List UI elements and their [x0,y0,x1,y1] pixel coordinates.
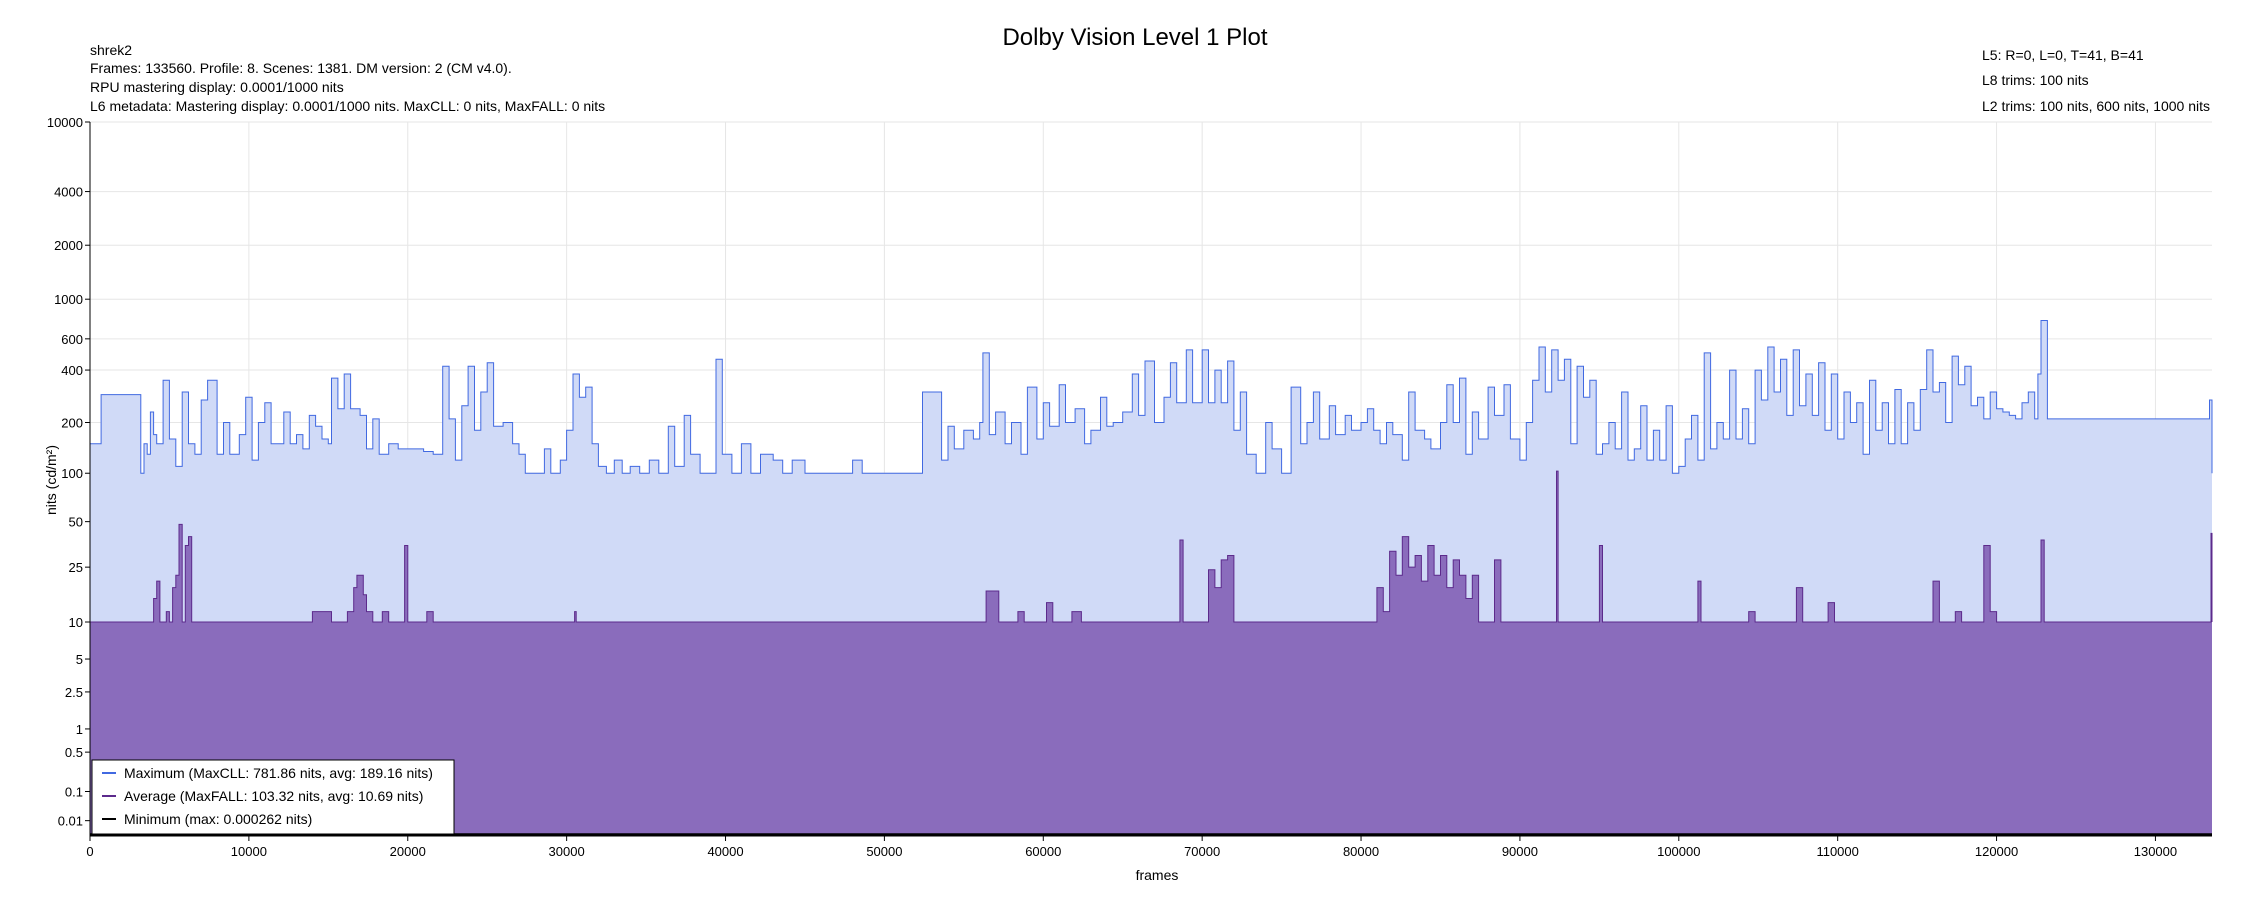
y-axis-label: nits (cd/m²) [43,445,59,515]
info-right-line: L8 trims: 100 nits [1982,72,2089,88]
y-axis: 0.01 0.1 0.5 1 2.5 5 10 25 50 100 200 400 600 1000 200… [47,115,90,829]
legend-entry-average: Average (MaxFALL: 103.32 nits, avg: 10.6… [124,788,423,804]
y-tick-label: 4000 [54,185,83,200]
x-tick-label: 50000 [866,844,902,859]
x-tick-label: 40000 [707,844,743,859]
y-tick-label: 10 [69,615,83,630]
legend-box [91,759,455,835]
series-line-maximum [90,320,2213,474]
y-tick-label: 1 [76,722,83,737]
x-tick-label: 110000 [1816,844,1858,859]
info-left-line: RPU mastering display: 0.0001/1000 nits [90,79,344,95]
info-left-line: L6 metadata: Mastering display: 0.0001/1… [90,98,605,114]
y-tick-label: 200 [61,415,83,430]
x-tick-label: 0 [86,844,93,859]
legend: Maximum (MaxCLL: 781.86 nits, avg: 189.1… [91,759,455,835]
series-area-average [90,471,2212,836]
y-tick-label: 50 [69,515,83,530]
series-line-average [90,470,2213,623]
y-tick-label: 100 [61,466,83,481]
x-tick-label: 80000 [1343,844,1379,859]
info-right-line: L5: R=0, L=0, T=41, B=41 [1982,47,2144,63]
y-tick-label: 25 [69,560,83,575]
y-tick-label: 2.5 [65,685,83,700]
x-axis: 0 10000 20000 30000 40000 50000 60000 70000 8000… [86,836,2177,859]
y-tick-label: 2000 [54,238,83,253]
plot-series [90,320,2213,837]
x-tick-label: 130000 [2134,844,2177,859]
x-tick-label: 10000 [231,844,267,859]
y-tick-label: 5 [76,652,83,667]
info-right: L5: R=0, L=0, T=41, B=41 L8 trims: 100 n… [1982,47,2210,114]
info-left-line: Frames: 133560. Profile: 8. Scenes: 1381… [90,60,512,76]
x-axis-label: frames [1136,867,1179,883]
x-tick-label: 60000 [1025,844,1061,859]
y-tick-label: 1000 [54,292,83,307]
x-tick-label: 70000 [1184,844,1220,859]
y-tick-label: 0.01 [58,814,83,829]
x-tick-label: 20000 [390,844,426,859]
legend-entry-maximum: Maximum (MaxCLL: 781.86 nits, avg: 189.1… [124,765,433,781]
info-right-line: L2 trims: 100 nits, 600 nits, 1000 nits [1982,98,2210,114]
axes [89,122,2212,837]
legend-entry-minimum: Minimum (max: 0.000262 nits) [124,811,312,827]
y-tick-label: 600 [61,332,83,347]
x-tick-label: 90000 [1502,844,1538,859]
info-left: shrek2 Frames: 133560. Profile: 8. Scene… [90,42,605,114]
x-tick-label: 120000 [1975,844,2018,859]
x-tick-label: 30000 [549,844,585,859]
y-tick-label: 0.1 [65,784,83,799]
info-left-line: shrek2 [90,42,132,58]
chart-title: Dolby Vision Level 1 Plot [1002,24,1267,51]
y-tick-label: 0.5 [65,745,83,760]
x-tick-label: 100000 [1657,844,1700,859]
y-tick-label: 10000 [47,115,83,130]
y-tick-label: 400 [61,363,83,378]
